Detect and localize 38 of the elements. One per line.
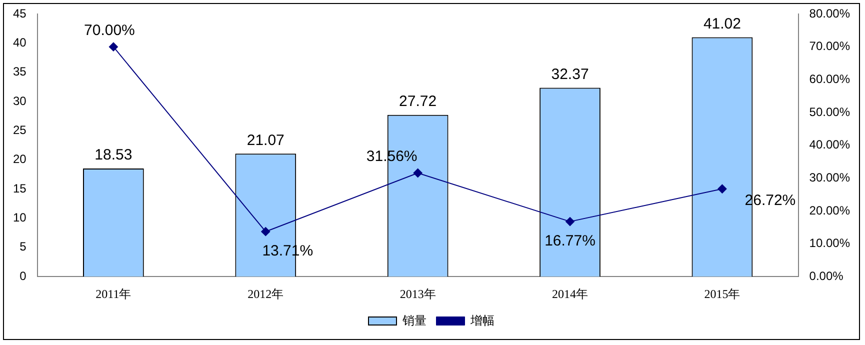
data-label: 21.07 <box>246 132 284 149</box>
y-tick-label: 40 <box>12 35 27 50</box>
point <box>108 42 118 52</box>
data-label: 18.53 <box>94 146 132 164</box>
y2-tick-label: 0.00% <box>809 268 844 283</box>
x-tick-label: 2015年 <box>704 286 740 301</box>
y2-tick-label: 60.00% <box>809 72 850 86</box>
y2-tick-label: 50.00% <box>809 104 850 119</box>
y-tick-label: 20 <box>12 152 27 166</box>
y2-tick-label: 30.00% <box>809 170 850 184</box>
point <box>261 227 270 236</box>
point <box>566 217 575 226</box>
point <box>413 168 422 178</box>
y2-tick-label: 20.00% <box>809 203 850 218</box>
y-tick-label: 0 <box>20 268 27 283</box>
y-tick-label: 5 <box>20 240 27 254</box>
data-label: 27.72 <box>399 92 437 110</box>
x-tick-label: 2012年 <box>248 286 284 301</box>
data-label: 70.00% <box>84 22 135 39</box>
legend-label: 销量 <box>402 313 426 328</box>
legend-label: 增幅 <box>470 313 494 328</box>
x-tick-label: 2014年 <box>552 286 588 301</box>
x-tick-label: 2013年 <box>400 286 436 301</box>
y2-tick-label: 80.00% <box>809 6 850 20</box>
x-tick-label: 2011年 <box>96 286 132 301</box>
y-tick-label: 30 <box>12 94 27 108</box>
data-label: 32.37 <box>551 66 589 83</box>
data-label: 16.77% <box>544 232 596 250</box>
y-tick-label: 25 <box>12 123 27 138</box>
y2-tick-label: 70.00% <box>809 39 850 54</box>
y2-tick-label: 10.00% <box>809 236 850 250</box>
y-tick-label: 10 <box>12 210 27 225</box>
data-label: 41.02 <box>703 15 741 32</box>
y-tick-label: 35 <box>12 64 27 79</box>
y-tick-label: 45 <box>12 6 27 20</box>
y-tick-label: 15 <box>12 181 27 196</box>
y2-tick-label: 40.00% <box>809 138 850 152</box>
point <box>718 184 727 194</box>
